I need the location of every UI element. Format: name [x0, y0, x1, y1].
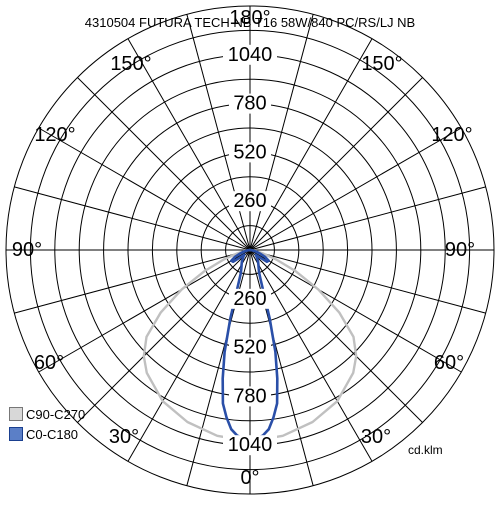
grid-spoke-9	[77, 249, 251, 423]
grid-spoke-1	[249, 249, 486, 314]
grid-spoke-11	[14, 249, 251, 314]
legend: C90-C270 C0-C180	[9, 404, 85, 444]
legend-swatch-c0	[9, 427, 23, 441]
tick-bg-0-0	[229, 191, 271, 212]
radial-tick-top-520: 520	[233, 141, 266, 163]
tick-bg-1-1	[229, 337, 271, 358]
grid-spoke-8	[127, 249, 251, 462]
radial-tick-top-780: 780	[233, 93, 266, 115]
angle-label-right-90: 90°	[445, 239, 475, 261]
grid-spoke-22	[249, 127, 462, 251]
angle-label-bottom-0: 0°	[240, 467, 259, 489]
grid-spoke-2	[249, 249, 462, 373]
grid-spoke-23	[249, 186, 486, 251]
tick-bg-3-0	[223, 44, 277, 65]
angle-label-left-120: 120°	[34, 124, 75, 146]
grid-spoke-13	[14, 186, 251, 251]
angle-label-left-60: 60°	[34, 352, 64, 374]
angle-label-right-60: 60°	[434, 352, 464, 374]
angle-label-right-120: 120°	[431, 124, 472, 146]
radial-tick-bottom-260: 260	[233, 288, 266, 310]
unit-label: cd.klm	[408, 443, 443, 457]
legend-label-c0: C0-C180	[26, 426, 79, 442]
grid-spoke-16	[127, 38, 251, 251]
angle-label-right-150: 150°	[361, 53, 402, 75]
angle-label-left-90: 90°	[12, 239, 42, 261]
chart-title: 4310504 FUTURA TECH NB T16 58W/840 PC/RS…	[84, 15, 416, 30]
tick-bg-3-1	[223, 435, 277, 456]
tick-bg-1-0	[229, 142, 271, 163]
radial-tick-top-260: 260	[233, 190, 266, 212]
curve-c0-c180	[221, 248, 279, 441]
angle-label-top-180: 180°	[229, 7, 270, 29]
grid-spoke-10	[38, 249, 251, 373]
grid-spoke-20	[249, 38, 373, 251]
tick-bg-2-0	[229, 93, 271, 114]
angle-label-left-30: 30°	[109, 426, 139, 448]
legend-swatch-c90	[9, 407, 23, 421]
grid-spoke-3	[249, 249, 423, 423]
legend-label-c90: C90-C270	[26, 406, 86, 422]
grid-spoke-14	[38, 127, 251, 251]
radial-tick-top-1040: 1040	[228, 44, 273, 66]
grid-spoke-4	[249, 249, 373, 462]
tick-bg-0-1	[229, 288, 271, 309]
grid-spoke-15	[77, 77, 251, 251]
radial-tick-bottom-1040: 1040	[228, 434, 273, 456]
angle-label-right-30: 30°	[361, 426, 391, 448]
angle-label-left-150: 150°	[110, 53, 151, 75]
legend-item-c90: C90-C270	[9, 404, 85, 424]
tick-bg-2-1	[229, 386, 271, 407]
grid-spoke-21	[249, 77, 423, 251]
radial-tick-bottom-780: 780	[233, 385, 266, 407]
legend-item-c0: C0-C180	[9, 424, 85, 444]
radial-tick-bottom-520: 520	[233, 337, 266, 359]
